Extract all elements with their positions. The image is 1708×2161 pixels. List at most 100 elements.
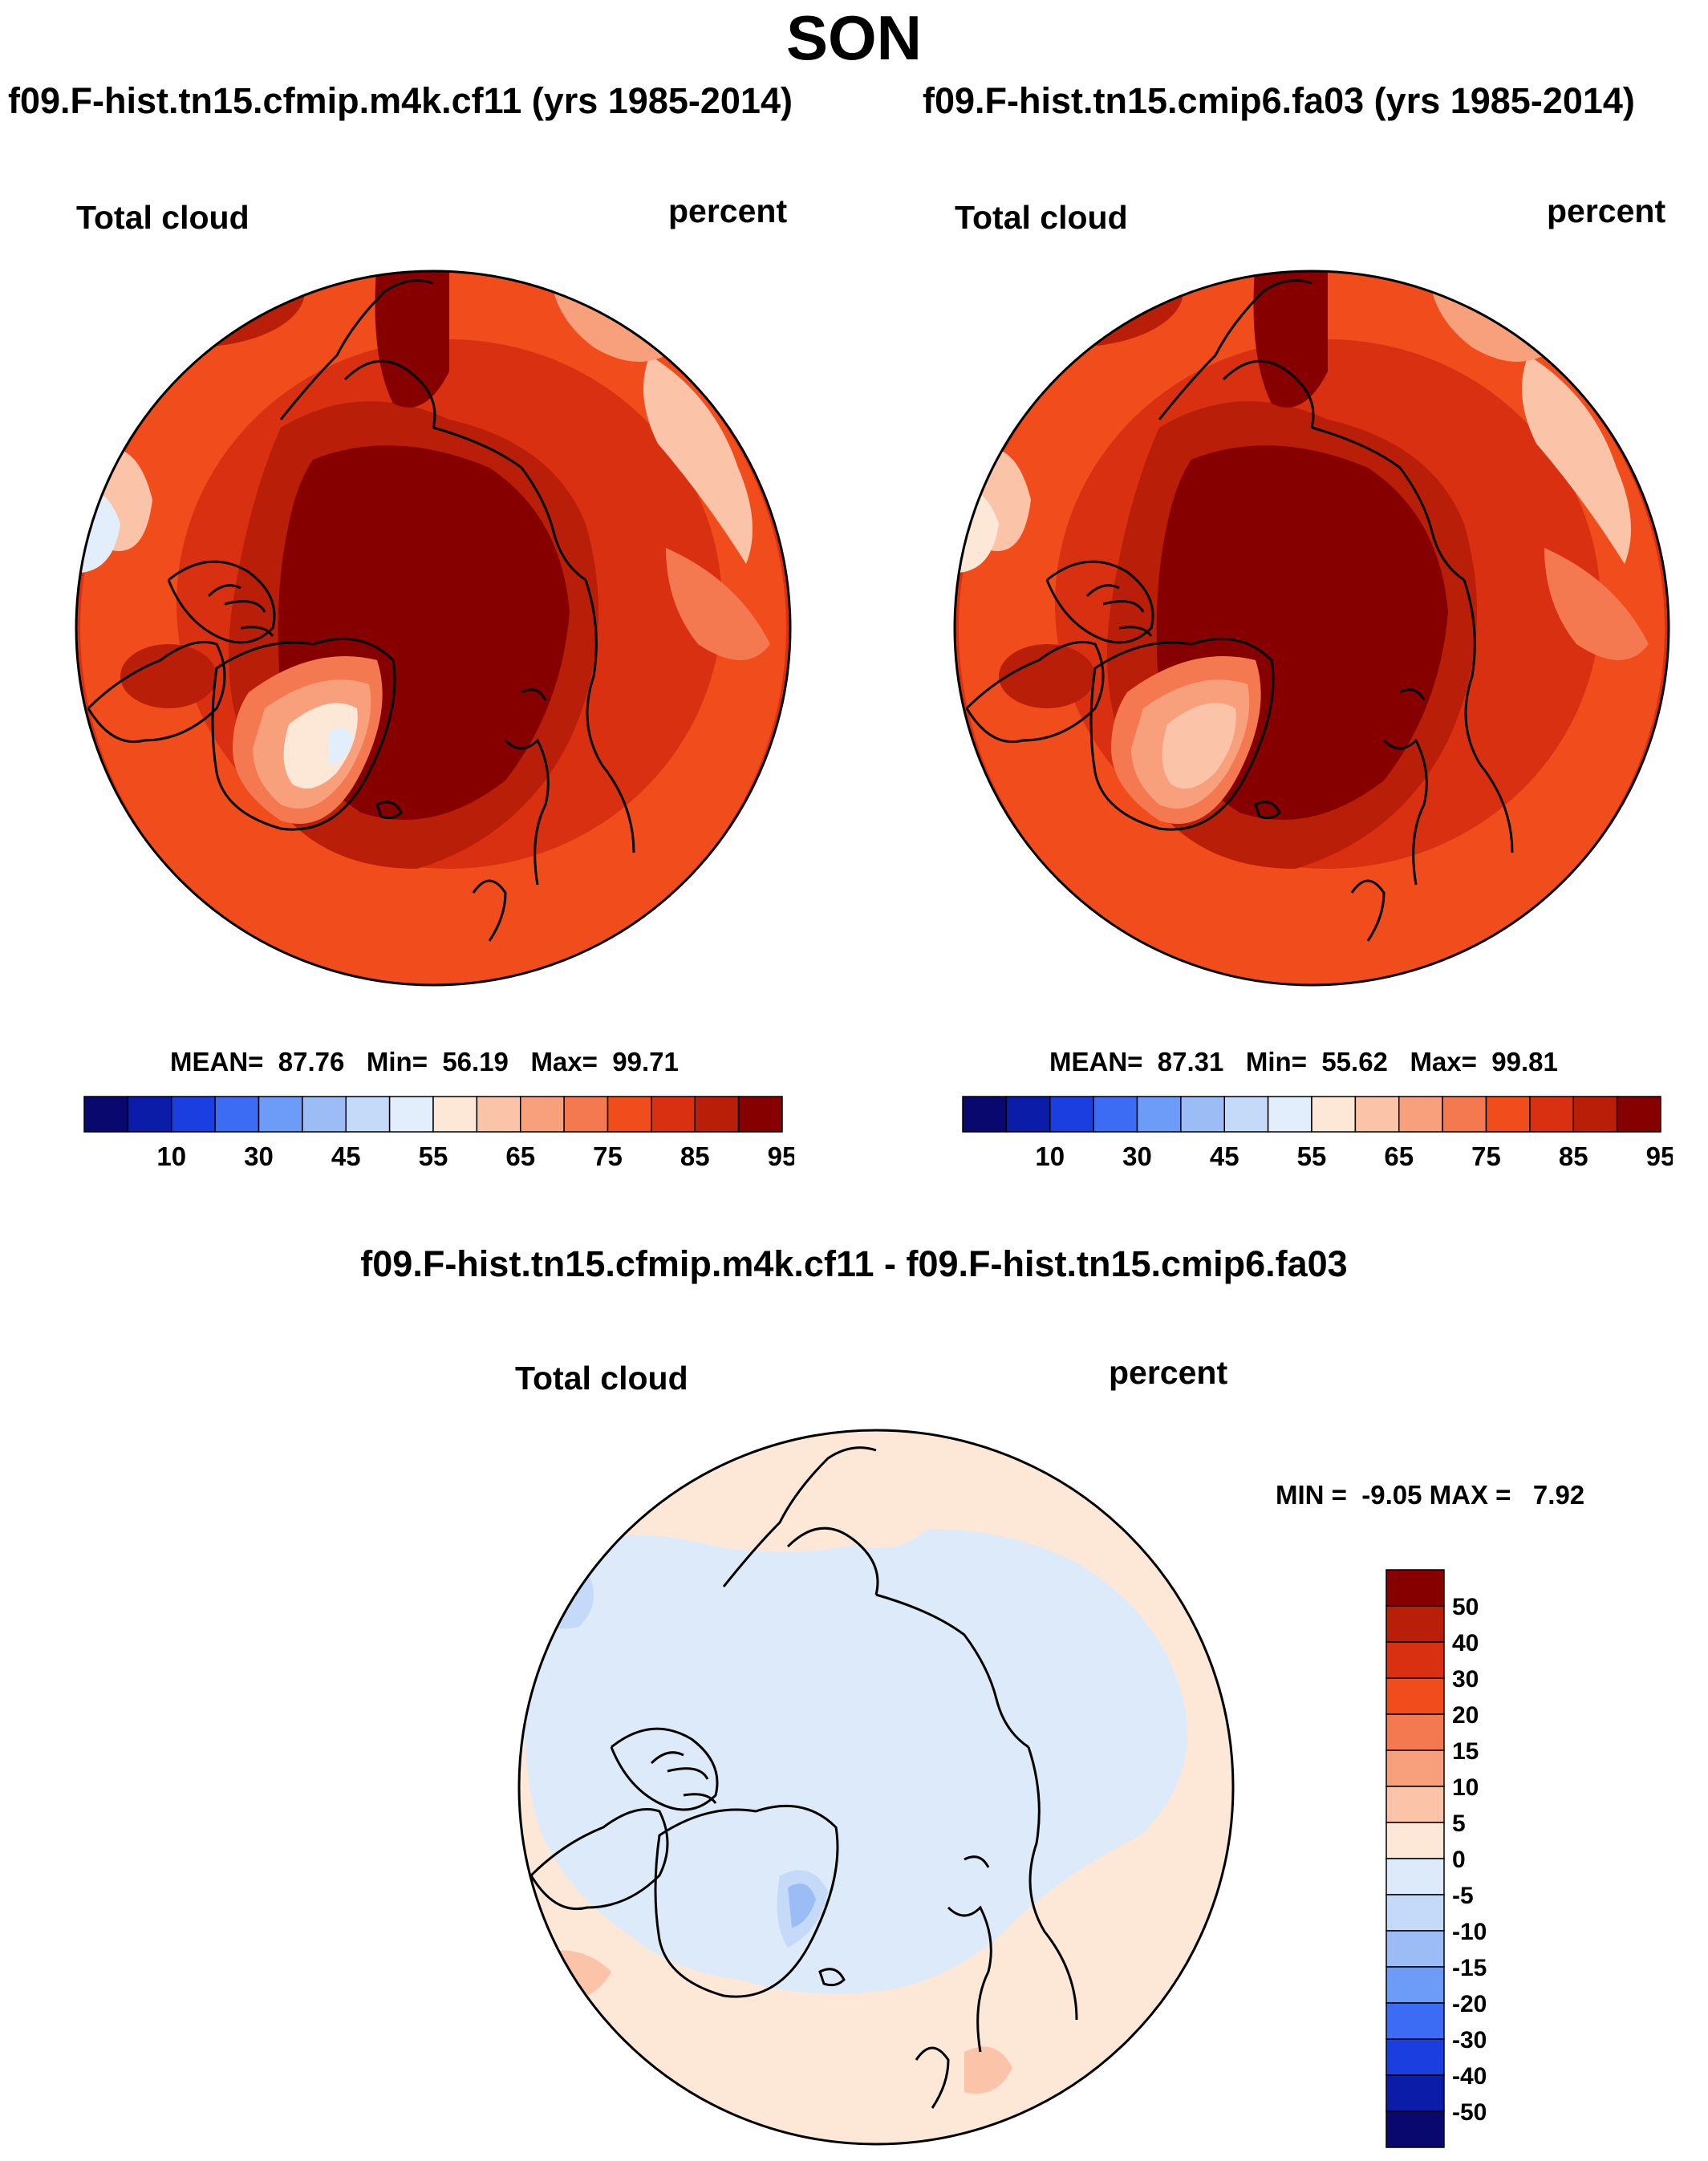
panel1-variable-label: Total cloud — [76, 199, 250, 236]
panel2-min-label: Min= — [1245, 1047, 1307, 1076]
panel1-land-outlines — [87, 279, 635, 942]
panel3-coast-iceland — [818, 1968, 846, 1987]
panel2-field-east-mid — [1544, 548, 1649, 660]
panel2-colorbar-tick-label: 55 — [1297, 1141, 1327, 1171]
panel1-coast-siberia — [432, 426, 586, 582]
panel1-colorbar-swatch-8 — [432, 1096, 478, 1133]
panel3-colorbar-tick-label: 10 — [1452, 1774, 1479, 1801]
panel3-colorbar-swatch-5 — [1385, 1749, 1445, 1787]
panel2-colorbar-tick-label: 65 — [1384, 1141, 1414, 1171]
panel2-coast-alaska — [1158, 279, 1312, 420]
panel2-case-title: f09.F-hist.tn15.cmip6.fa03 (yrs 1985-201… — [923, 80, 1635, 121]
panel2-colorbar-swatch-6 — [1223, 1096, 1269, 1133]
panel2-coast-hudson — [965, 641, 1105, 744]
panel3-colorbar-swatch-4 — [1385, 1713, 1445, 1751]
panel3-colorbar-tick-label: -50 — [1452, 2099, 1487, 2126]
panel1-colorbar-swatch-5 — [302, 1096, 347, 1133]
panel1-min-label: Min= — [366, 1047, 428, 1076]
panel1-mean-label: MEAN= — [170, 1047, 264, 1076]
panel3-colorbar-swatch-3 — [1385, 1677, 1445, 1715]
panel2-mean-label: MEAN= — [1049, 1047, 1143, 1076]
panel1-coast-iceland — [375, 801, 403, 820]
panel2-colorbar-swatch-3 — [1093, 1096, 1138, 1133]
panel2-coast-archipelago — [1045, 560, 1154, 644]
panel1-colorbar-swatch-11 — [563, 1096, 609, 1133]
panel3-units-label: percent — [1109, 1354, 1228, 1391]
panel1-colorbar-tick-label: 10 — [156, 1141, 186, 1171]
panel1-field-greenland-min — [329, 728, 353, 764]
panel3-coast-britain — [915, 2046, 950, 2109]
panel1-stats: MEAN= 87.76 Min= 56.19 Max= 99.71 — [170, 1047, 679, 1077]
panel1-coast-alaska — [279, 279, 434, 420]
panel1-colorbar-swatch-2 — [171, 1096, 216, 1133]
panel1-coast-novaya — [521, 688, 547, 701]
panel3-colorbar-tick-label: -15 — [1452, 1955, 1487, 1981]
panel3-field-greenland-min — [788, 1883, 816, 1928]
panel3-coast-islands — [650, 1751, 717, 1804]
panel2-colorbar-swatch-13 — [1529, 1096, 1574, 1133]
panel3-colorbar-swatch-14 — [1385, 2074, 1445, 2112]
panel1-colorbar-swatch-0 — [83, 1096, 129, 1133]
panel2-field-kamchatka — [1253, 271, 1328, 407]
panel3-coast-hudson — [529, 1808, 669, 1911]
panel1-field-greenland-inner — [283, 703, 358, 789]
panel2-coast-scandinavia — [1382, 738, 1428, 886]
panel3-colorbar-swatch-13 — [1385, 2038, 1445, 2076]
panel1-units-label: percent — [668, 193, 788, 229]
panel2-colorbar-swatch-9 — [1354, 1096, 1400, 1133]
panel2-colorbar-tick-label: 75 — [1471, 1141, 1501, 1171]
panel3-colorbar-tick-label: -5 — [1452, 1883, 1474, 1909]
panel2-field-east-low — [1522, 355, 1631, 564]
panel2-max-value: 99.81 — [1491, 1047, 1558, 1076]
panel1-colorbar-swatch-4 — [258, 1096, 303, 1133]
panel1-coast-russia — [584, 579, 635, 853]
panel1-coast-bering — [343, 359, 436, 428]
panel1-colorbar-tick-label: 45 — [331, 1141, 361, 1171]
panel2-coast-russia — [1463, 579, 1514, 853]
panel1-field-kamchatka — [375, 271, 449, 407]
panel1-colorbar: 10 30 45 55 65 75 85 95 — [83, 1096, 794, 1171]
panel3-coast-novaya — [964, 1855, 990, 1868]
panel3-colorbar-swatch-11 — [1385, 1966, 1445, 2004]
panel2-variable-label: Total cloud — [955, 199, 1128, 236]
panel2-colorbar-tick-label: 30 — [1122, 1141, 1152, 1171]
panel1-colorbar-swatch-15 — [737, 1096, 783, 1133]
panel3-field-negative — [525, 1529, 1188, 1994]
panel2-colorbar-swatch-8 — [1311, 1096, 1357, 1133]
panel1-colorbar-swatch-10 — [520, 1096, 565, 1133]
panel1-colorbar-swatch-7 — [388, 1096, 434, 1133]
panel2-colorbar: 10 30 45 55 65 75 85 95 — [962, 1096, 1673, 1171]
panel2-min-value: 55.62 — [1321, 1047, 1388, 1076]
panel1-mean-value: 87.76 — [278, 1047, 345, 1076]
panel2-coast-iceland — [1254, 801, 1281, 820]
panel3-coast-russia — [1027, 1746, 1078, 2021]
panel2-colorbar-swatch-12 — [1485, 1096, 1531, 1133]
panel1-coast-scandinavia — [504, 738, 550, 886]
panel3-colorbar-swatch-9 — [1385, 1894, 1445, 1932]
panel1-max-label: Max= — [530, 1047, 598, 1076]
panel1-max-value: 99.71 — [612, 1047, 679, 1076]
season-title: SON — [785, 2, 923, 73]
panel2-field-hudson — [999, 644, 1095, 708]
panel1-polar-map — [75, 270, 792, 987]
panel2-stats: MEAN= 87.31 Min= 55.62 Max= 99.81 — [1049, 1047, 1558, 1077]
panel1-colorbar-tick-label: 95 — [768, 1141, 794, 1171]
panel2-colorbar-swatch-5 — [1180, 1096, 1225, 1133]
panel2-map-border — [953, 270, 1670, 987]
panel3-colorbar-swatch-0 — [1385, 1569, 1445, 1607]
panel2-colorbar-tick-label: 45 — [1210, 1141, 1239, 1171]
panel1-case-title: f09.F-hist.tn15.cfmip.m4k.cf11 (yrs 1985… — [8, 80, 793, 121]
panel2-colorbar-swatch-11 — [1442, 1096, 1487, 1133]
panel3-coast-siberia — [875, 1593, 1029, 1749]
panel2-colorbar-swatch-10 — [1398, 1096, 1443, 1133]
panel3-map-border — [517, 1429, 1235, 2146]
panel1-colorbar-swatch-12 — [607, 1096, 652, 1133]
panel2-field-ne-low — [1432, 291, 1544, 362]
panel2-max-label: Max= — [1410, 1047, 1477, 1076]
panel3-colorbar-tick-label: -20 — [1452, 1991, 1487, 2017]
panel3-coast-archipelago — [610, 1727, 719, 1811]
panel3-minmax: MIN = -9.05 MAX = 7.92 — [1276, 1480, 1585, 1510]
panel2-colorbar-swatch-1 — [1005, 1096, 1051, 1133]
panel2-units-label: percent — [1547, 193, 1666, 229]
panel1-colorbar-swatch-14 — [694, 1096, 740, 1133]
